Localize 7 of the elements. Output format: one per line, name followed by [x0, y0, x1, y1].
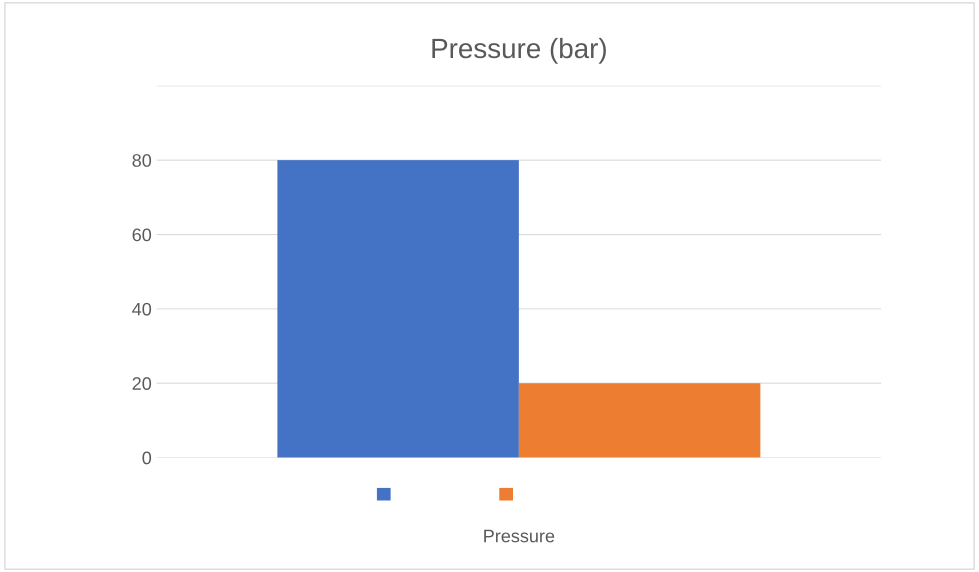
x-axis-title: Pressure: [484, 530, 554, 542]
y-tick-label: 0: [142, 452, 152, 464]
y-tick-label: 20: [132, 377, 152, 390]
y-tick-label: 40: [132, 302, 152, 316]
y-tick-label: 80: [132, 154, 152, 167]
y-tick-label: 60: [132, 228, 152, 242]
chart-title: Pressure (bar): [432, 38, 606, 64]
